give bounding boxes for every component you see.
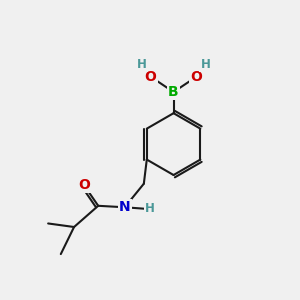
Text: N: N <box>119 200 130 214</box>
Text: H: H <box>145 202 155 215</box>
Text: H: H <box>137 58 147 71</box>
Text: B: B <box>168 85 179 99</box>
Text: O: O <box>190 70 202 84</box>
Text: H: H <box>200 58 210 71</box>
Text: O: O <box>78 178 90 192</box>
Text: O: O <box>145 70 157 84</box>
